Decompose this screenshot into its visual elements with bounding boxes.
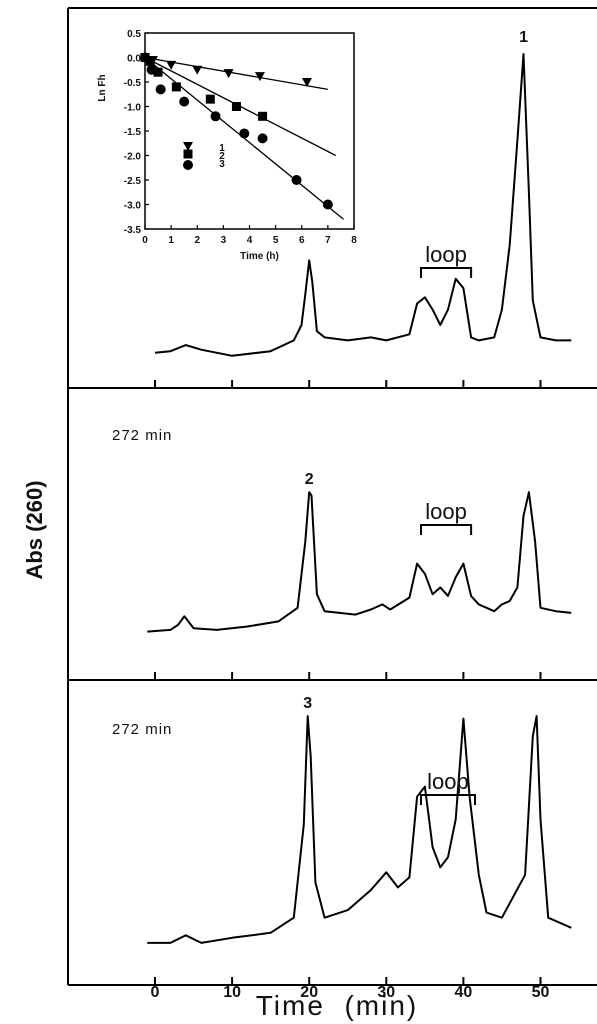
- loop-label: loop: [427, 769, 469, 794]
- loop-bracket: [419, 524, 473, 535]
- inset-series-triangle: [140, 53, 328, 90]
- inset-point: [301, 78, 312, 87]
- inset-y-tick-label: -1.5: [124, 127, 142, 138]
- inset-series-circle: [140, 52, 344, 220]
- chromatogram-trace-middle: [147, 491, 572, 633]
- inset-point: [205, 94, 215, 104]
- inset-y-tick-label: 0.5: [127, 29, 141, 40]
- legend-marker: [183, 160, 193, 170]
- x-tick-label: 30: [377, 984, 395, 1001]
- loop-bracket: [419, 794, 476, 805]
- inset-y-tick-label: -3.5: [124, 225, 142, 236]
- x-tick-label: 20: [300, 984, 318, 1001]
- inset-point: [239, 128, 250, 139]
- inset-point: [140, 52, 150, 63]
- inset-point: [231, 102, 241, 111]
- inset-x-tick-label: 2: [194, 235, 200, 246]
- inset-point: [210, 111, 221, 122]
- panel-bottom: 3 loop 272 min: [68, 679, 597, 986]
- chromatogram-trace-top: [154, 53, 572, 357]
- inset-point: [291, 175, 302, 185]
- x-tick-label: 0: [151, 984, 160, 1001]
- y-axis-label: Abs (260): [22, 480, 47, 579]
- inset-x-tick-label: 7: [325, 235, 331, 246]
- inset-legend: 123: [183, 142, 225, 170]
- inset-x-label: Time (h): [240, 251, 279, 262]
- inset-x-tick-label: 0: [142, 235, 148, 246]
- chromatogram-panels: 1 loop 2 loop 272 min 3 loop 272 min: [67, 7, 597, 986]
- peak-label: 1: [519, 29, 528, 46]
- inset-y-tick-label: -3.0: [124, 201, 142, 212]
- loop-bracket: [419, 267, 473, 278]
- chromatogram-trace-bottom: [147, 715, 572, 944]
- legend-marker: [183, 149, 193, 159]
- x-axis-label: Time (min): [256, 990, 419, 1021]
- legend-label: 1: [219, 143, 225, 154]
- time-label: 272 min: [112, 427, 172, 444]
- inset-point: [153, 67, 163, 77]
- inset-fit-line: [144, 56, 328, 90]
- inset-x-tick-label: 8: [351, 235, 357, 246]
- peak-label: 2: [305, 471, 314, 488]
- inset-point: [254, 72, 265, 82]
- inset-point: [257, 133, 268, 144]
- inset-x-tick-label: 4: [247, 235, 253, 246]
- inset-x-tick-label: 1: [168, 235, 174, 246]
- inset-x-tick-label: 3: [221, 235, 227, 246]
- inset-y-tick-label: 0.0: [127, 54, 141, 65]
- inset-y-tick-label: -2.5: [124, 176, 142, 187]
- peak-label: 3: [303, 695, 312, 712]
- inset-point: [258, 111, 268, 121]
- legend-label: 3: [219, 159, 225, 170]
- inset-series-square: [140, 53, 337, 157]
- inset-y-tick-label: -1.0: [124, 103, 142, 114]
- inset-y-tick-label: -0.5: [124, 78, 142, 89]
- inset-point: [179, 96, 190, 107]
- loop-label: loop: [425, 499, 467, 524]
- legend-label: 2: [219, 151, 225, 162]
- x-tick-label: 10: [223, 984, 241, 1001]
- time-label: 272 min: [112, 721, 172, 738]
- inset-point: [223, 69, 234, 79]
- x-tick-label: 50: [532, 984, 550, 1001]
- inset-x-tick-label: 5: [273, 235, 279, 246]
- time-axis: 0 10 20 30 40 50: [151, 984, 550, 1001]
- inset-point: [171, 82, 181, 92]
- inset-y-label: Ln Fh: [97, 74, 108, 101]
- inset-point: [192, 65, 203, 75]
- panel-middle: 2 loop 272 min: [68, 387, 597, 681]
- inset-x-tick-label: 6: [299, 235, 305, 246]
- inset-point: [155, 84, 166, 95]
- inset-point: [322, 199, 333, 210]
- x-tick-label: 40: [455, 984, 473, 1001]
- legend-marker: [183, 142, 193, 151]
- inset-y-tick-label: -2.0: [124, 152, 142, 163]
- loop-label: loop: [425, 242, 467, 267]
- inset-point: [146, 64, 157, 75]
- inset-plot: 0.50.0-0.5-1.0-1.5-2.0-2.5-3.0-3.50 1 2 3 4 5…: [97, 29, 357, 262]
- inset-point: [166, 60, 177, 70]
